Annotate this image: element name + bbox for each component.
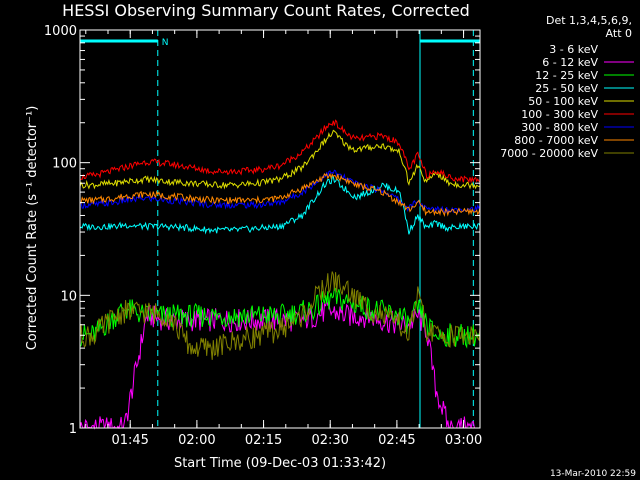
series-lines: [79, 119, 481, 430]
x-tick-label-0: 01:45: [111, 433, 148, 448]
x-axis-label: Start Time (09-Dec-03 01:33:42): [174, 456, 386, 471]
legend-label-0: 3 - 6 keV: [549, 43, 598, 56]
y-tick-label-1: 10: [60, 289, 77, 304]
x-tick-label-4: 02:45: [378, 433, 415, 448]
observing-intervals: N: [80, 30, 480, 428]
y-tick-label-2: 100: [52, 157, 77, 172]
legend-header-1: Att 0: [606, 27, 632, 40]
series-line-8: [79, 271, 481, 360]
legend-label-6: 300 - 800 keV: [521, 121, 598, 134]
x-tick-label-3: 02:30: [311, 433, 348, 448]
legend-label-2: 12 - 25 keV: [535, 69, 598, 82]
plot-frame: [79, 29, 481, 429]
y-tick-label-3: 1000: [44, 24, 77, 39]
legend-label-8: 7000 - 20000 keV: [500, 147, 598, 160]
cyan-bar-label: N: [162, 38, 169, 48]
series-line-7: [79, 172, 481, 218]
chart-title: HESSI Observing Summary Count Rates, Cor…: [62, 1, 470, 20]
x-tick-label-1: 02:00: [178, 433, 215, 448]
series-line-2: [79, 286, 481, 349]
series-line-5: [79, 119, 481, 184]
y-tick-label-0: 1: [69, 422, 77, 437]
x-tick-label-2: 02:15: [245, 433, 282, 448]
footer-timestamp: 13-Mar-2010 22:59: [550, 469, 636, 479]
legend-label-4: 50 - 100 keV: [528, 95, 598, 108]
axes: 01:45 02:00 02:15 02:30 02:45 03:00 1 10 100 1000: [44, 24, 482, 448]
x-tick-label-5: 03:00: [445, 433, 482, 448]
series-line-3: [79, 175, 481, 235]
y-axis-label: Corrected Count Rate (s⁻¹ detector⁻¹): [25, 106, 40, 351]
legend-label-3: 25 - 50 keV: [535, 82, 598, 95]
legend-header-0: Det 1,3,4,5,6,9,: [546, 14, 632, 27]
series-line-6: [79, 169, 481, 216]
series-line-4: [79, 129, 481, 190]
legend-label-7: 800 - 7000 keV: [514, 134, 598, 147]
legend-label-1: 6 - 12 keV: [542, 56, 598, 69]
legend-label-5: 100 - 300 keV: [521, 108, 598, 121]
